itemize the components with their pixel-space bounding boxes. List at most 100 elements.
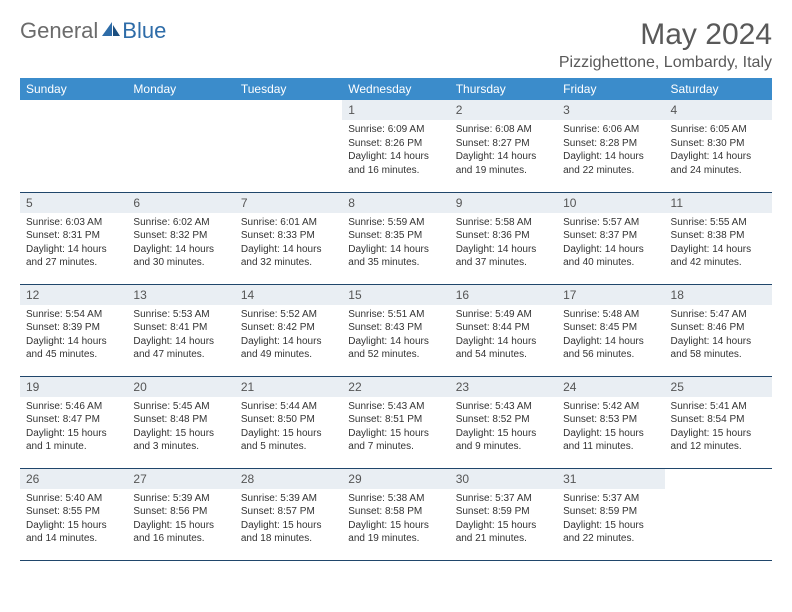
calendar-table: SundayMondayTuesdayWednesdayThursdayFrid…	[20, 78, 772, 561]
day-number: 3	[557, 100, 664, 120]
logo: General Blue	[20, 18, 166, 44]
day-cell: 27Sunrise: 5:39 AMSunset: 8:56 PMDayligh…	[127, 468, 234, 560]
day-details: Sunrise: 5:37 AMSunset: 8:59 PMDaylight:…	[557, 489, 664, 549]
day-details: Sunrise: 5:41 AMSunset: 8:54 PMDaylight:…	[665, 397, 772, 457]
day-number: 13	[127, 285, 234, 305]
day-header: Thursday	[450, 78, 557, 100]
day-number: 23	[450, 377, 557, 397]
day-cell: 12Sunrise: 5:54 AMSunset: 8:39 PMDayligh…	[20, 284, 127, 376]
calendar-body: ......1Sunrise: 6:09 AMSunset: 8:26 PMDa…	[20, 100, 772, 560]
day-cell: 29Sunrise: 5:38 AMSunset: 8:58 PMDayligh…	[342, 468, 449, 560]
day-number: 26	[20, 469, 127, 489]
day-cell: 15Sunrise: 5:51 AMSunset: 8:43 PMDayligh…	[342, 284, 449, 376]
day-number: 22	[342, 377, 449, 397]
day-details: Sunrise: 5:52 AMSunset: 8:42 PMDaylight:…	[235, 305, 342, 365]
day-details: Sunrise: 5:58 AMSunset: 8:36 PMDaylight:…	[450, 213, 557, 273]
day-cell: 28Sunrise: 5:39 AMSunset: 8:57 PMDayligh…	[235, 468, 342, 560]
day-cell: 18Sunrise: 5:47 AMSunset: 8:46 PMDayligh…	[665, 284, 772, 376]
day-details: Sunrise: 5:39 AMSunset: 8:57 PMDaylight:…	[235, 489, 342, 549]
day-number: 18	[665, 285, 772, 305]
day-number: 4	[665, 100, 772, 120]
day-header-row: SundayMondayTuesdayWednesdayThursdayFrid…	[20, 78, 772, 100]
day-details: Sunrise: 5:38 AMSunset: 8:58 PMDaylight:…	[342, 489, 449, 549]
day-number: 31	[557, 469, 664, 489]
day-details: Sunrise: 5:53 AMSunset: 8:41 PMDaylight:…	[127, 305, 234, 365]
day-number: 6	[127, 193, 234, 213]
day-number: 12	[20, 285, 127, 305]
day-cell: 16Sunrise: 5:49 AMSunset: 8:44 PMDayligh…	[450, 284, 557, 376]
day-number: 2	[450, 100, 557, 120]
day-details: Sunrise: 5:57 AMSunset: 8:37 PMDaylight:…	[557, 213, 664, 273]
day-details: Sunrise: 6:02 AMSunset: 8:32 PMDaylight:…	[127, 213, 234, 273]
day-details: Sunrise: 5:43 AMSunset: 8:52 PMDaylight:…	[450, 397, 557, 457]
day-cell: 1Sunrise: 6:09 AMSunset: 8:26 PMDaylight…	[342, 100, 449, 192]
day-cell: 10Sunrise: 5:57 AMSunset: 8:37 PMDayligh…	[557, 192, 664, 284]
day-cell: 20Sunrise: 5:45 AMSunset: 8:48 PMDayligh…	[127, 376, 234, 468]
empty-cell: ..	[20, 100, 127, 192]
day-details: Sunrise: 5:42 AMSunset: 8:53 PMDaylight:…	[557, 397, 664, 457]
empty-cell: ..	[665, 468, 772, 560]
day-header: Tuesday	[235, 78, 342, 100]
day-number: 7	[235, 193, 342, 213]
day-cell: 30Sunrise: 5:37 AMSunset: 8:59 PMDayligh…	[450, 468, 557, 560]
day-header: Monday	[127, 78, 234, 100]
day-details: Sunrise: 5:48 AMSunset: 8:45 PMDaylight:…	[557, 305, 664, 365]
day-details: Sunrise: 5:46 AMSunset: 8:47 PMDaylight:…	[20, 397, 127, 457]
day-details: Sunrise: 6:01 AMSunset: 8:33 PMDaylight:…	[235, 213, 342, 273]
day-cell: 13Sunrise: 5:53 AMSunset: 8:41 PMDayligh…	[127, 284, 234, 376]
day-number: 11	[665, 193, 772, 213]
day-number: 21	[235, 377, 342, 397]
day-details: Sunrise: 5:51 AMSunset: 8:43 PMDaylight:…	[342, 305, 449, 365]
day-details: Sunrise: 5:59 AMSunset: 8:35 PMDaylight:…	[342, 213, 449, 273]
day-details: Sunrise: 5:49 AMSunset: 8:44 PMDaylight:…	[450, 305, 557, 365]
day-number: 16	[450, 285, 557, 305]
day-cell: 3Sunrise: 6:06 AMSunset: 8:28 PMDaylight…	[557, 100, 664, 192]
day-details: Sunrise: 5:37 AMSunset: 8:59 PMDaylight:…	[450, 489, 557, 549]
day-header: Friday	[557, 78, 664, 100]
logo-text-general: General	[20, 18, 98, 44]
day-details: Sunrise: 6:09 AMSunset: 8:26 PMDaylight:…	[342, 120, 449, 180]
day-details: Sunrise: 5:40 AMSunset: 8:55 PMDaylight:…	[20, 489, 127, 549]
day-details: Sunrise: 5:39 AMSunset: 8:56 PMDaylight:…	[127, 489, 234, 549]
day-number: 27	[127, 469, 234, 489]
day-number: 25	[665, 377, 772, 397]
day-details: Sunrise: 5:54 AMSunset: 8:39 PMDaylight:…	[20, 305, 127, 365]
day-header: Wednesday	[342, 78, 449, 100]
day-number: 28	[235, 469, 342, 489]
location: Pizzighettone, Lombardy, Italy	[559, 54, 772, 72]
day-cell: 9Sunrise: 5:58 AMSunset: 8:36 PMDaylight…	[450, 192, 557, 284]
day-number: 8	[342, 193, 449, 213]
day-cell: 2Sunrise: 6:08 AMSunset: 8:27 PMDaylight…	[450, 100, 557, 192]
day-details: Sunrise: 5:47 AMSunset: 8:46 PMDaylight:…	[665, 305, 772, 365]
day-number: 19	[20, 377, 127, 397]
day-cell: 22Sunrise: 5:43 AMSunset: 8:51 PMDayligh…	[342, 376, 449, 468]
day-number: 30	[450, 469, 557, 489]
day-number: 15	[342, 285, 449, 305]
day-details: Sunrise: 6:06 AMSunset: 8:28 PMDaylight:…	[557, 120, 664, 180]
header: General Blue May 2024 Pizzighettone, Lom…	[20, 18, 772, 72]
title-block: May 2024 Pizzighettone, Lombardy, Italy	[559, 18, 772, 72]
day-cell: 5Sunrise: 6:03 AMSunset: 8:31 PMDaylight…	[20, 192, 127, 284]
day-number: 29	[342, 469, 449, 489]
day-details: Sunrise: 6:05 AMSunset: 8:30 PMDaylight:…	[665, 120, 772, 180]
month-title: May 2024	[559, 18, 772, 52]
day-cell: 25Sunrise: 5:41 AMSunset: 8:54 PMDayligh…	[665, 376, 772, 468]
day-number: 9	[450, 193, 557, 213]
day-cell: 23Sunrise: 5:43 AMSunset: 8:52 PMDayligh…	[450, 376, 557, 468]
week-row: 26Sunrise: 5:40 AMSunset: 8:55 PMDayligh…	[20, 468, 772, 560]
day-number: 20	[127, 377, 234, 397]
day-number: 14	[235, 285, 342, 305]
week-row: 12Sunrise: 5:54 AMSunset: 8:39 PMDayligh…	[20, 284, 772, 376]
day-cell: 8Sunrise: 5:59 AMSunset: 8:35 PMDaylight…	[342, 192, 449, 284]
day-number: 24	[557, 377, 664, 397]
day-details: Sunrise: 6:03 AMSunset: 8:31 PMDaylight:…	[20, 213, 127, 273]
day-number: 10	[557, 193, 664, 213]
day-details: Sunrise: 5:45 AMSunset: 8:48 PMDaylight:…	[127, 397, 234, 457]
week-row: 5Sunrise: 6:03 AMSunset: 8:31 PMDaylight…	[20, 192, 772, 284]
day-header: Sunday	[20, 78, 127, 100]
day-cell: 24Sunrise: 5:42 AMSunset: 8:53 PMDayligh…	[557, 376, 664, 468]
day-cell: 14Sunrise: 5:52 AMSunset: 8:42 PMDayligh…	[235, 284, 342, 376]
empty-cell: ..	[127, 100, 234, 192]
empty-cell: ..	[235, 100, 342, 192]
day-cell: 7Sunrise: 6:01 AMSunset: 8:33 PMDaylight…	[235, 192, 342, 284]
